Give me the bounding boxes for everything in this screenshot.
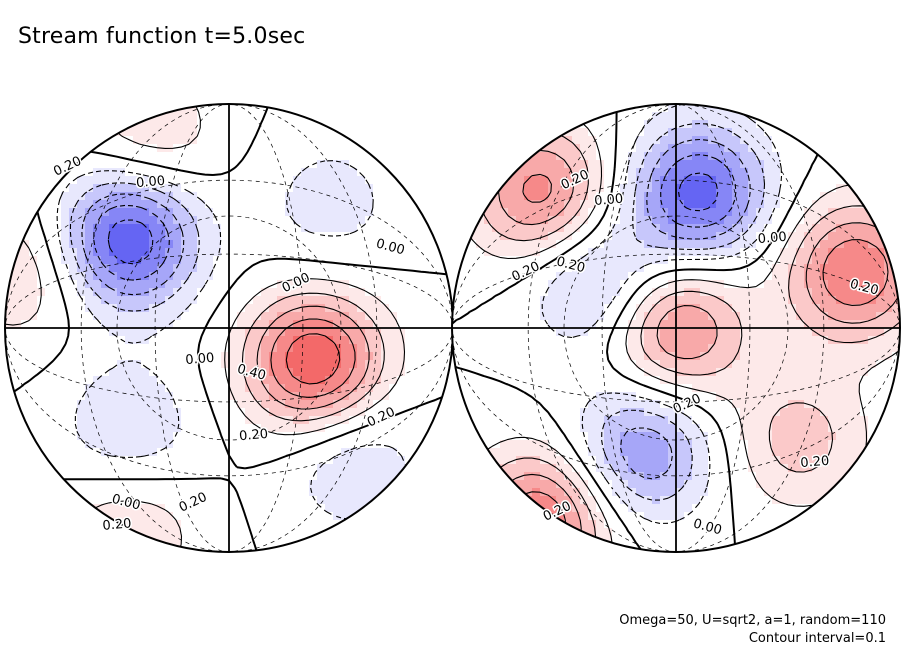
contour-line [620, 138, 751, 480]
contour-label: 0.00 [136, 174, 166, 191]
contour-label: 0.00 [185, 351, 215, 368]
contour-label: 0.20 [239, 427, 269, 444]
contour-label: 0.00 [594, 192, 624, 209]
contour-line [678, 172, 719, 212]
chart-title: Stream function t=5.0sec [18, 24, 306, 49]
contour-line [660, 154, 737, 228]
hemisphere-right [452, 104, 900, 552]
contour-interval-caption: Contour interval=0.1 [748, 631, 886, 646]
contour-line [241, 292, 385, 422]
contour-label: 0.20 [102, 516, 132, 533]
contour-line [69, 182, 200, 312]
contour-line [81, 193, 185, 296]
contour-line [541, 104, 783, 524]
contour-label: 0.00 [757, 230, 787, 247]
contour-line [285, 333, 341, 385]
contour-label: 0.20 [800, 454, 830, 471]
hemisphere-outline [451, 103, 901, 553]
parameters-caption: Omega=50, U=sqrt2, a=1, random=110 [619, 613, 886, 628]
contour-line [107, 219, 154, 265]
contour-line [270, 318, 356, 398]
